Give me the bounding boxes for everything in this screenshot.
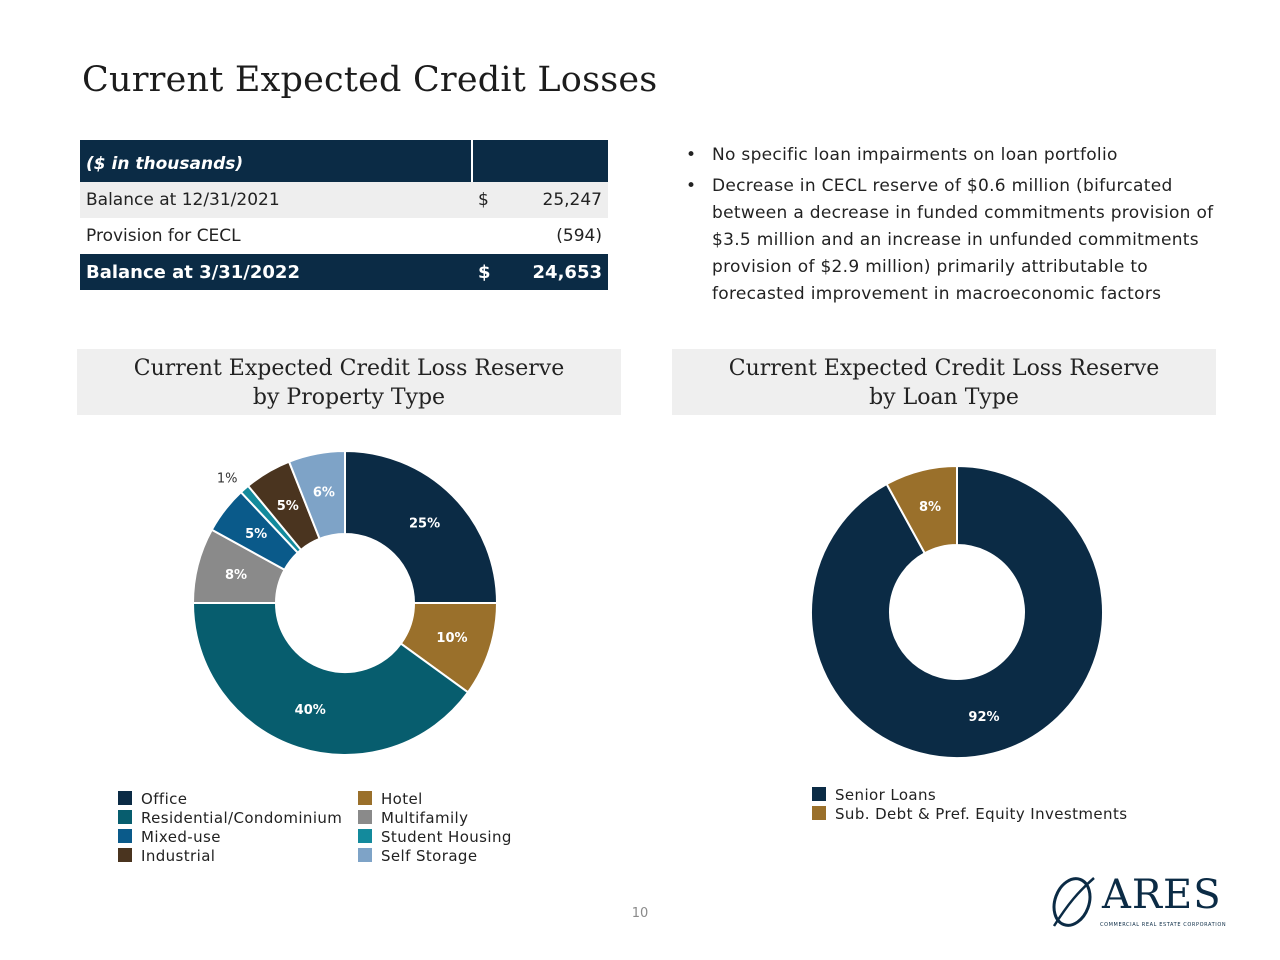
- legend-item: Office: [118, 790, 187, 809]
- logo-subtext: COMMERCIAL REAL ESTATE CORPORATION: [1100, 922, 1227, 928]
- loan-type-chart-title: Current Expected Credit Loss Reserve by …: [672, 349, 1216, 415]
- legend-swatch: [118, 829, 132, 843]
- slice-label: 1%: [217, 471, 238, 486]
- bullet-text: No specific loan impairments on loan por…: [712, 145, 1118, 165]
- table-header-blank: [471, 140, 608, 182]
- ares-swoosh-icon: [1052, 877, 1095, 927]
- loan-type-legend: Senior Loans Sub. Debt & Pref. Equity Inv…: [812, 786, 1152, 826]
- row-value: 25,247: [504, 182, 608, 218]
- commentary-bullets: • No specific loan impairments on loan p…: [686, 142, 1216, 312]
- donut-slice-self-storage: [287, 449, 346, 541]
- donut-slice-residential-condominium: [191, 602, 470, 756]
- slice-label: 8%: [919, 500, 941, 515]
- table-header-row: ($ in thousands): [80, 140, 608, 182]
- legend-item: Mixed-use: [118, 828, 221, 847]
- slice-label: 92%: [968, 710, 999, 725]
- bullet-dot: •: [686, 145, 697, 165]
- cecl-rollforward-table: ($ in thousands) Balance at 12/31/2021 $…: [80, 140, 608, 290]
- loan-type-donut-chart: 92% 8%: [810, 464, 1104, 759]
- legend-label: Mixed-use: [141, 828, 221, 846]
- chart-title-line: by Property Type: [252, 385, 446, 410]
- logo-wordmark: ARES: [1102, 872, 1222, 918]
- legend-item: Sub. Debt & Pref. Equity Investments: [812, 805, 1127, 824]
- slice-label: 5%: [277, 499, 299, 514]
- slice-label: 8%: [225, 568, 247, 583]
- table-row: Balance at 12/31/2021 $ 25,247: [80, 182, 608, 218]
- page-title: Current Expected Credit Losses: [82, 60, 658, 100]
- property-type-legend: Office Residential/Condominium Mixed-use In…: [118, 790, 538, 870]
- legend-item: Multifamily: [358, 809, 468, 828]
- legend-swatch: [812, 806, 826, 820]
- property-type-donut-chart: 25% 10% 40% 8% 5% 1% 5% 6%: [191, 449, 499, 756]
- row-value: (594): [504, 218, 608, 254]
- legend-item: Student Housing: [358, 828, 512, 847]
- row-currency: $: [472, 182, 504, 218]
- slice-label: 40%: [295, 703, 326, 718]
- legend-label: Office: [141, 790, 188, 808]
- legend-label: Multifamily: [381, 809, 469, 827]
- legend-item: Self Storage: [358, 847, 477, 866]
- legend-item: Hotel: [358, 790, 423, 809]
- chart-title-line: Current Expected Credit Loss Reserve: [728, 356, 1160, 381]
- legend-label: Hotel: [381, 790, 423, 808]
- legend-label: Residential/Condominium: [141, 809, 343, 827]
- bullet-text: Decrease in CECL reserve of $0.6 million…: [712, 176, 1214, 304]
- slice-label: 6%: [313, 485, 335, 500]
- slice-label: 5%: [245, 527, 267, 542]
- legend-swatch: [118, 810, 132, 824]
- chart-title-line: by Loan Type: [869, 385, 1019, 410]
- row-currency: $: [472, 254, 504, 290]
- legend-label: Self Storage: [381, 847, 478, 865]
- slice-label: 25%: [409, 516, 440, 531]
- row-label: Balance at 3/31/2022: [80, 254, 472, 290]
- legend-swatch: [358, 829, 372, 843]
- legend-label: Industrial: [141, 847, 216, 865]
- page-number: 10: [631, 906, 649, 921]
- row-currency: [472, 218, 504, 254]
- legend-label: Student Housing: [381, 828, 512, 846]
- legend-label: Sub. Debt & Pref. Equity Investments: [835, 805, 1128, 823]
- table-total-row: Balance at 3/31/2022 $ 24,653: [80, 254, 608, 290]
- legend-swatch: [358, 810, 372, 824]
- donut-slice-senior-loans: [810, 464, 1104, 759]
- legend-swatch: [118, 848, 132, 862]
- donut-slice-sub-debt-pref-equity-investments: [885, 464, 958, 555]
- table-header-units: ($ in thousands): [80, 140, 472, 182]
- legend-label: Senior Loans: [835, 786, 937, 804]
- slice-label: 10%: [436, 631, 467, 646]
- bullet-item: • No specific loan impairments on loan p…: [686, 142, 1216, 169]
- legend-swatch: [358, 791, 372, 805]
- bullet-dot: •: [686, 176, 697, 196]
- legend-item: Industrial: [118, 847, 215, 866]
- donut-slice-office: [344, 449, 499, 604]
- legend-swatch: [118, 791, 132, 805]
- row-value: 24,653: [504, 254, 608, 290]
- legend-item: Senior Loans: [812, 786, 936, 805]
- legend-swatch: [812, 787, 826, 801]
- table-row: Provision for CECL (594): [80, 218, 608, 254]
- bullet-item: • Decrease in CECL reserve of $0.6 milli…: [686, 173, 1216, 308]
- ares-logo: ARES COMMERCIAL REAL ESTATE CORPORATION: [1048, 872, 1226, 932]
- row-label: Balance at 12/31/2021: [80, 182, 472, 218]
- property-type-chart-title: Current Expected Credit Loss Reserve by …: [77, 349, 621, 415]
- legend-item: Residential/Condominium: [118, 809, 342, 828]
- row-label: Provision for CECL: [80, 218, 472, 254]
- legend-swatch: [358, 848, 372, 862]
- chart-title-line: Current Expected Credit Loss Reserve: [133, 356, 565, 381]
